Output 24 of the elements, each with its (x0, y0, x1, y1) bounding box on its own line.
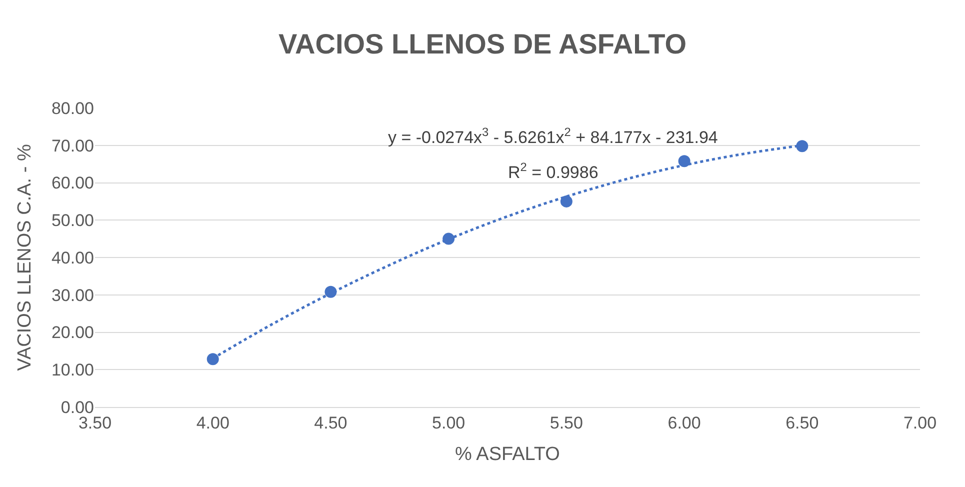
x-tick-label: 4.50 (314, 413, 348, 432)
x-tick-label: 5.00 (432, 413, 466, 432)
y-tick-label: 30.00 (51, 286, 94, 305)
y-tick-label: 50.00 (51, 211, 94, 230)
chart-title: VACIOS LLENOS DE ASFALTO (278, 28, 687, 60)
x-tick-label: 6.50 (786, 413, 819, 432)
y-axis-title: VACIOS LLENOS C.A. - % (14, 144, 36, 371)
point (796, 140, 808, 152)
x-axis-title: % ASFALTO (455, 444, 560, 466)
x-tick-label: 4.00 (196, 413, 230, 432)
y-tick-label: 70.00 (51, 136, 94, 156)
x-tick-label: 6.00 (668, 413, 701, 432)
point (560, 195, 572, 208)
y-tick-label: 80.00 (51, 98, 94, 118)
point (678, 155, 690, 168)
x-tick-label: 5.50 (550, 413, 583, 432)
y-tick-label: 60.00 (51, 174, 94, 193)
annotation: y = -0.0274x$^{3}$ - 5.6261x$^{2}$ + 84.177x - 231.94 (388, 125, 718, 148)
y-tick-label: 40.00 (51, 248, 94, 268)
x-tick-label: 7.00 (903, 413, 937, 432)
annotation: R$^{2}$ = 0.9986 (508, 160, 598, 182)
point (206, 353, 219, 366)
y-tick-label: 10.00 (51, 360, 94, 380)
y-tick-label: 20.00 (51, 323, 94, 342)
